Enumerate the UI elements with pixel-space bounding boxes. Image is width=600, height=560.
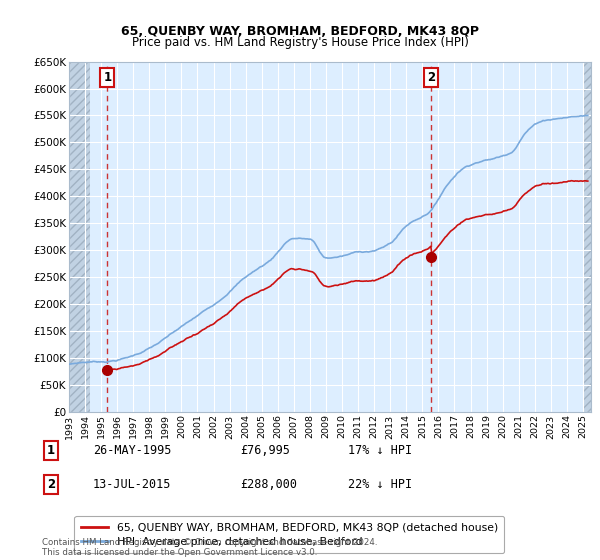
Legend: 65, QUENBY WAY, BROMHAM, BEDFORD, MK43 8QP (detached house), HPI: Average price,: 65, QUENBY WAY, BROMHAM, BEDFORD, MK43 8…	[74, 516, 505, 553]
Bar	[69, 62, 90, 412]
Text: 65, QUENBY WAY, BROMHAM, BEDFORD, MK43 8QP: 65, QUENBY WAY, BROMHAM, BEDFORD, MK43 8…	[121, 25, 479, 38]
Text: 22% ↓ HPI: 22% ↓ HPI	[348, 478, 412, 491]
Text: Contains HM Land Registry data © Crown copyright and database right 2024.
This d: Contains HM Land Registry data © Crown c…	[42, 538, 377, 557]
Text: £76,995: £76,995	[240, 444, 290, 458]
Text: £288,000: £288,000	[240, 478, 297, 491]
Text: 1: 1	[103, 71, 112, 84]
Bar	[583, 62, 591, 412]
Text: Price paid vs. HM Land Registry's House Price Index (HPI): Price paid vs. HM Land Registry's House …	[131, 36, 469, 49]
Text: 2: 2	[427, 71, 435, 84]
Text: 2: 2	[47, 478, 55, 491]
Text: 17% ↓ HPI: 17% ↓ HPI	[348, 444, 412, 458]
Text: 13-JUL-2015: 13-JUL-2015	[93, 478, 172, 491]
Text: 26-MAY-1995: 26-MAY-1995	[93, 444, 172, 458]
Text: 1: 1	[47, 444, 55, 458]
